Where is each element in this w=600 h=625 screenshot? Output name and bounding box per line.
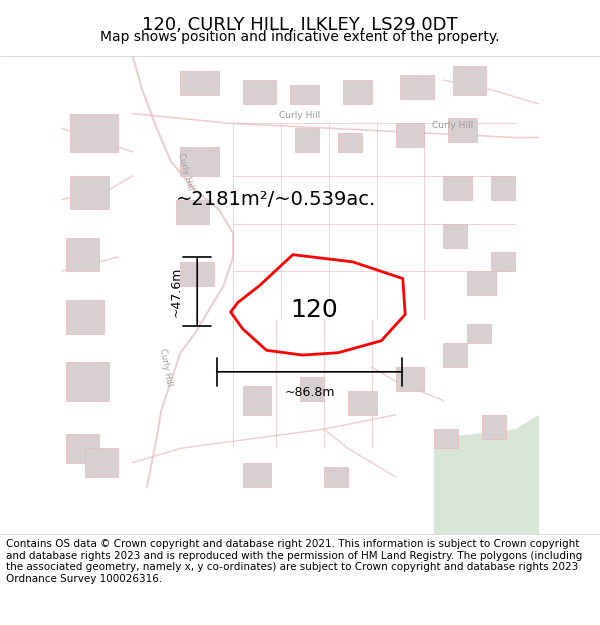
Text: 120, CURLY HILL, ILKLEY, LS29 0DT: 120, CURLY HILL, ILKLEY, LS29 0DT (142, 16, 458, 34)
Bar (467, 271, 496, 295)
Bar (443, 176, 472, 200)
Bar (176, 200, 209, 224)
Bar (453, 66, 487, 94)
Bar (85, 448, 118, 477)
Text: Curly Hill: Curly Hill (176, 151, 194, 191)
Bar (242, 462, 271, 486)
Bar (66, 434, 99, 462)
Bar (66, 300, 104, 334)
Bar (395, 367, 424, 391)
Bar (338, 132, 362, 152)
Text: ~2181m²/~0.539ac.: ~2181m²/~0.539ac. (176, 190, 376, 209)
Bar (300, 377, 324, 401)
Text: Curly Hill: Curly Hill (433, 121, 473, 130)
Bar (290, 85, 319, 104)
Bar (181, 71, 219, 94)
Text: ~47.6m: ~47.6m (170, 266, 183, 317)
Bar (295, 128, 319, 152)
Bar (400, 76, 434, 99)
Bar (467, 324, 491, 343)
Text: Curly Hill: Curly Hill (280, 111, 320, 121)
Bar (343, 80, 372, 104)
Bar (448, 118, 477, 142)
Text: ~86.8m: ~86.8m (284, 386, 335, 399)
Bar (348, 391, 377, 415)
Bar (181, 262, 214, 286)
Bar (443, 343, 467, 367)
Bar (395, 123, 424, 147)
Bar (242, 80, 276, 104)
Bar (491, 253, 515, 271)
Bar (491, 176, 515, 200)
Bar (66, 362, 109, 401)
Bar (434, 429, 458, 448)
Text: Map shows position and indicative extent of the property.: Map shows position and indicative extent… (100, 30, 500, 44)
Text: 120: 120 (290, 298, 338, 322)
Bar (70, 176, 109, 209)
Polygon shape (434, 415, 539, 534)
Bar (66, 238, 99, 271)
Bar (324, 468, 348, 486)
Bar (482, 415, 506, 439)
Text: Curly Hill: Curly Hill (158, 348, 174, 387)
Bar (181, 147, 219, 176)
Bar (70, 114, 118, 152)
Bar (242, 386, 271, 415)
Text: Contains OS data © Crown copyright and database right 2021. This information is : Contains OS data © Crown copyright and d… (6, 539, 582, 584)
Bar (443, 224, 467, 248)
